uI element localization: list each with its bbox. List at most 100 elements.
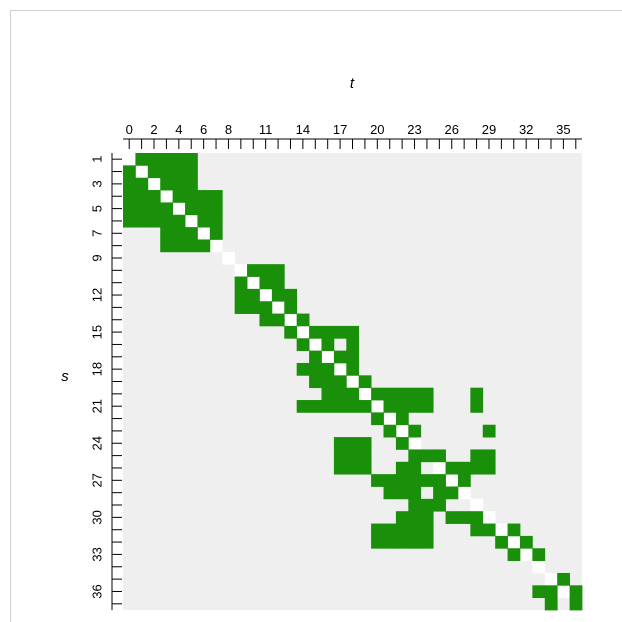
diagonal-cell (346, 375, 360, 389)
heatmap-cell (408, 449, 422, 463)
heatmap-cell (185, 153, 198, 166)
heatmap-cell (333, 387, 347, 401)
heatmap-cell (420, 387, 434, 401)
x-tick-label: 14 (296, 122, 310, 137)
y-tick-label: 30 (89, 510, 104, 524)
heatmap-cell (321, 325, 335, 339)
x-tick-label: 26 (445, 122, 459, 137)
heatmap-cell (296, 313, 310, 327)
heatmap-cell (185, 177, 198, 191)
diagonal-cell (519, 548, 533, 561)
heatmap-cell (482, 461, 496, 475)
x-axis: 0 2 4 6 8 11 14 17 20 23 26 29 32 35 (123, 122, 582, 149)
heatmap-cell (160, 202, 174, 216)
heatmap-cell (457, 511, 471, 524)
diagonal-cell (284, 313, 298, 327)
heatmap-cell (135, 153, 149, 166)
heatmap-cell (321, 387, 335, 401)
heatmap-cell (383, 535, 397, 549)
diagonal-cell (209, 239, 223, 253)
heatmap-cell (395, 486, 409, 500)
heatmap-cell (507, 548, 521, 561)
heatmap-cell (259, 276, 273, 290)
diagonal-cell (433, 461, 446, 475)
x-tick-label: 17 (333, 122, 347, 137)
heatmap-cell (209, 190, 223, 203)
heatmap-cell (197, 239, 211, 253)
heatmap-cell (408, 486, 422, 500)
heatmap-cell (147, 190, 161, 203)
y-tick-label: 15 (89, 325, 104, 339)
diagonal-cell (296, 325, 310, 339)
heatmap-cell (284, 325, 298, 339)
diagonal-cell (507, 535, 521, 549)
heatmap-cell (234, 288, 248, 302)
heatmap-cell (185, 239, 198, 253)
heatmap-cell (420, 474, 434, 487)
heatmap-cell (197, 190, 211, 203)
diagonal-cell (172, 202, 186, 216)
diagonal-cell (123, 153, 136, 166)
heatmap-cell (433, 498, 446, 512)
heatmap-cell (420, 511, 434, 524)
x-tick-label: 29 (482, 122, 496, 137)
heatmap-cell (147, 202, 161, 216)
heatmap-cell (160, 153, 174, 166)
heatmap-cell (433, 449, 446, 463)
heatmap-cell (296, 338, 310, 352)
diagonal-cell (135, 165, 149, 179)
diagonal-cell (271, 301, 285, 314)
heatmap-cell (358, 449, 372, 463)
diagonal-cell (495, 523, 508, 537)
heatmap-cell (172, 153, 186, 166)
heatmap-cell (333, 400, 347, 413)
heatmap-cell (519, 535, 533, 549)
heatmap-cell (544, 597, 558, 611)
heatmap-cell (383, 523, 397, 537)
heatmap-cell (147, 165, 161, 179)
heatmap-cell (321, 362, 335, 376)
heatmap-cell (135, 202, 149, 216)
heatmap-cell (271, 313, 285, 327)
heatmap-cell (160, 177, 174, 191)
heatmap-cell (321, 400, 335, 413)
heatmap-cell (346, 362, 360, 376)
diagonal-cell (408, 437, 422, 450)
heatmap-cell (160, 165, 174, 179)
heatmap-cell (234, 301, 248, 314)
heatmap-cell (135, 190, 149, 203)
diagonal-cell (160, 190, 174, 203)
heatmap-cell (333, 461, 347, 475)
heatmap-cell (557, 572, 570, 586)
heatmap-cell (321, 338, 335, 352)
heatmap-cell (346, 325, 360, 339)
heatmap-cell (172, 165, 186, 179)
heatmap-cell (470, 400, 484, 413)
heatmap-cell (420, 449, 434, 463)
heatmap-cell (209, 202, 223, 216)
heatmap-cell (284, 301, 298, 314)
heatmap-cell (135, 214, 149, 228)
heatmap-cell (470, 511, 484, 524)
diagonal-cell (470, 498, 484, 512)
heatmap-cell (358, 375, 372, 389)
heatmap-cell (271, 264, 285, 277)
y-tick-label: 36 (89, 584, 104, 598)
heatmap-cell (309, 400, 322, 413)
heatmap-cell (569, 597, 583, 611)
y-tick-label: 12 (89, 288, 104, 302)
heatmap-cell (395, 511, 409, 524)
heatmap-cell (371, 474, 384, 487)
heatmap-cell (309, 350, 322, 364)
x-axis-title: t (350, 75, 355, 92)
heatmap-cell (433, 474, 446, 487)
y-tick-label: 33 (89, 547, 104, 561)
y-axis-title: s (61, 368, 69, 385)
heatmap-cell (457, 461, 471, 475)
heatmap-cell (395, 412, 409, 426)
heatmap-cell (482, 449, 496, 463)
heatmap-cell (185, 165, 198, 179)
x-tick-label: 35 (556, 122, 570, 137)
heatmap-cell (185, 227, 198, 240)
